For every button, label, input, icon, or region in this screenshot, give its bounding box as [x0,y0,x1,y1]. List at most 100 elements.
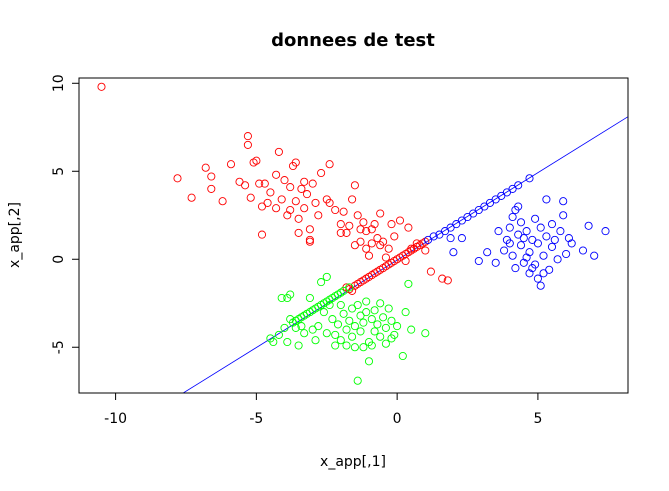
data-point [390,330,399,339]
data-point [311,198,320,207]
data-point [401,308,410,317]
data-point [393,322,402,331]
data-point [578,246,588,255]
data-point [407,325,416,334]
data-point [277,195,286,204]
data-point [539,269,548,278]
data-point [348,195,357,204]
data-point [370,306,379,315]
data-point [547,242,557,251]
x-tick-label: -5 [249,411,263,427]
data-point [545,265,554,274]
data-point [474,256,483,266]
data-point [336,228,345,237]
data-point [241,181,250,190]
data-point [272,170,281,179]
data-point [269,337,278,347]
data-point [325,300,334,310]
data-point [362,308,371,317]
data-point [491,258,500,267]
data-point [404,279,413,288]
y-axis-label: x_app[,2] [7,202,23,268]
data-point [300,329,309,338]
data-point [333,320,343,329]
data-point [291,158,300,167]
data-point [539,251,548,260]
data-point [353,279,362,288]
data-point [367,341,376,350]
data-point [384,304,393,313]
data-point [376,209,385,218]
data-point [353,376,362,385]
data-point [350,322,359,331]
data-point [393,255,402,264]
data-point [266,188,275,197]
data-point [449,248,458,257]
data-point [362,244,371,253]
data-point [398,351,407,361]
data-point [260,179,269,188]
data-point [421,329,430,338]
data-point [559,211,568,220]
data-point [317,168,326,178]
data-point [429,232,438,241]
point-series-2 [424,174,610,290]
data-point [480,202,489,211]
data-point [519,258,528,267]
data-point [542,195,551,204]
data-point [359,343,368,352]
data-point [379,237,388,246]
data-point [381,253,390,262]
data-point [384,244,393,253]
data-point [516,218,526,227]
data-point [536,281,545,290]
data-point [559,197,568,206]
data-point [291,197,300,206]
data-point [218,197,227,206]
data-point [291,323,300,332]
data-point [426,267,435,276]
data-point [294,214,303,223]
data-point [274,330,283,339]
data-point [243,140,252,149]
y-tick-label: 5 [51,167,67,176]
data-point [243,132,252,141]
data-point [311,336,320,345]
data-point [302,190,312,199]
data-point [317,278,326,287]
data-point [494,227,503,236]
data-point [533,274,542,283]
y-tick-label: 0 [51,255,67,264]
data-point [272,204,281,213]
data-point [601,227,610,236]
data-point [328,315,337,324]
data-point [525,269,534,278]
data-point [379,313,388,322]
data-point [342,228,351,237]
data-point [364,251,374,260]
data-point [257,202,267,211]
data-point [356,327,365,336]
data-point [345,221,354,230]
data-point [373,234,382,243]
data-point [356,225,365,234]
data-point [367,225,376,234]
data-point [502,188,511,197]
x-axis-label: x_app[,1] [320,454,386,470]
data-point [590,251,599,260]
data-point [359,318,368,327]
data-point [277,293,286,303]
data-point [342,325,351,334]
data-point [567,239,576,248]
data-point [297,322,306,331]
data-point [283,337,292,347]
data-point [514,202,523,211]
data-point [562,249,571,259]
data-point [395,216,405,225]
data-point [370,220,379,229]
data-point [463,212,472,222]
data-point [294,228,303,237]
data-point [314,322,323,331]
data-point [364,272,374,281]
